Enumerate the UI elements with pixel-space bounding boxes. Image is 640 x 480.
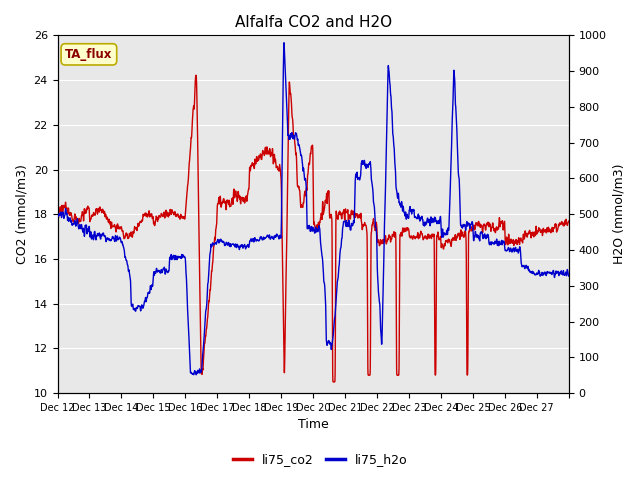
Title: Alfalfa CO2 and H2O: Alfalfa CO2 and H2O xyxy=(235,15,392,30)
Legend: li75_co2, li75_h2o: li75_co2, li75_h2o xyxy=(228,448,412,471)
Text: TA_flux: TA_flux xyxy=(65,48,113,61)
Y-axis label: CO2 (mmol/m3): CO2 (mmol/m3) xyxy=(15,164,28,264)
Y-axis label: H2O (mmol/m3): H2O (mmol/m3) xyxy=(612,164,625,264)
X-axis label: Time: Time xyxy=(298,419,328,432)
